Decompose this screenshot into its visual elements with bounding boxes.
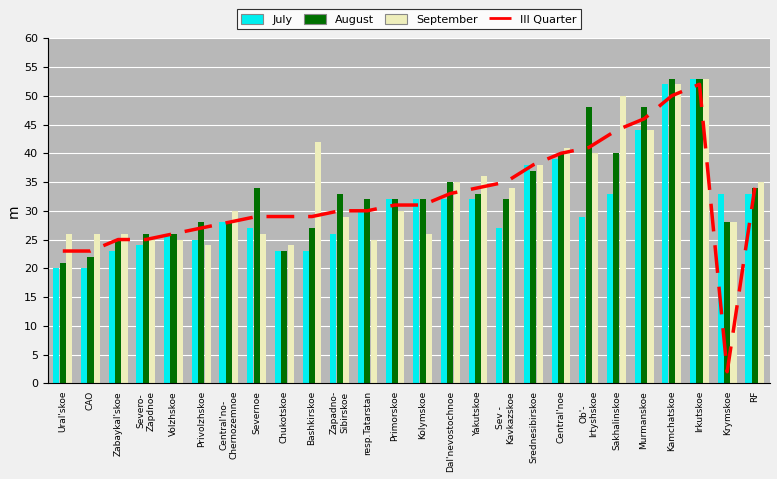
Bar [66,234,72,383]
Bar [580,217,585,383]
Bar [752,188,758,383]
Bar [302,251,308,383]
Bar [586,107,592,383]
Bar [364,199,371,383]
Bar [635,130,641,383]
Bar [192,240,198,383]
Bar [758,182,765,383]
Bar [537,165,543,383]
Bar [399,211,404,383]
Bar [94,234,100,383]
Bar [336,194,343,383]
Bar [441,199,447,383]
Bar [164,234,170,383]
Bar [558,153,564,383]
Bar [531,171,536,383]
Bar [620,96,625,383]
Bar [392,199,398,383]
Bar [426,234,432,383]
Bar [253,188,260,383]
Bar [170,234,176,383]
Bar [413,199,420,383]
Bar [281,251,287,383]
Bar [552,159,558,383]
Bar [198,222,204,383]
Bar [219,222,225,383]
Bar [309,228,315,383]
Bar [641,107,647,383]
Bar [718,194,724,383]
Bar [54,268,60,383]
Bar [81,268,87,383]
Bar [149,240,155,383]
Bar [371,240,377,383]
Bar [469,199,475,383]
Bar [226,222,232,383]
Bar [509,188,515,383]
Bar [475,194,481,383]
Bar [121,234,127,383]
Bar [454,182,460,383]
Bar [330,234,336,383]
Bar [730,222,737,383]
Bar [745,194,751,383]
Bar [448,182,454,383]
Bar [702,79,709,383]
Bar [524,165,530,383]
Bar [385,199,392,383]
Bar [115,240,121,383]
Y-axis label: m: m [7,204,21,217]
Bar [260,234,266,383]
Bar [481,176,487,383]
Bar [137,245,142,383]
Bar [60,262,66,383]
Bar [592,153,598,383]
Bar [696,79,702,383]
Bar [564,148,570,383]
Bar [647,130,653,383]
Bar [503,199,509,383]
Bar [88,257,93,383]
Bar [177,240,183,383]
Bar [420,199,426,383]
Bar [690,79,696,383]
Bar [358,211,364,383]
Bar [497,228,503,383]
Bar [109,251,115,383]
Bar [724,222,730,383]
Bar [669,79,675,383]
Bar [247,228,253,383]
Bar [232,211,239,383]
Bar [343,217,349,383]
Legend: July, August, September, III Quarter: July, August, September, III Quarter [237,9,581,29]
Bar [675,84,681,383]
Bar [613,153,619,383]
Bar [287,245,294,383]
Bar [607,194,613,383]
Bar [204,245,211,383]
Bar [315,142,322,383]
Bar [662,84,668,383]
Bar [143,234,149,383]
Bar [275,251,281,383]
